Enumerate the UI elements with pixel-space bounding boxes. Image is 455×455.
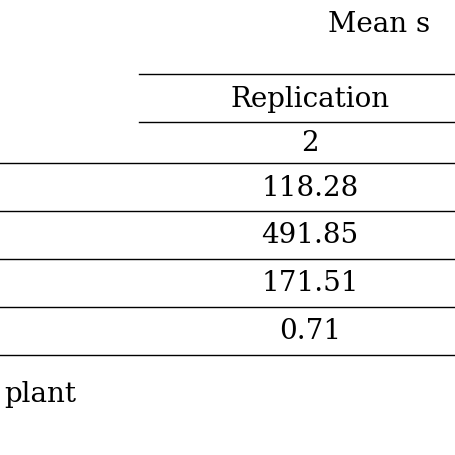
- Text: 491.85: 491.85: [261, 222, 358, 249]
- Text: 0.71: 0.71: [278, 318, 340, 344]
- Text: plant: plant: [5, 380, 76, 407]
- Text: 2: 2: [301, 130, 318, 157]
- Text: 118.28: 118.28: [261, 174, 358, 201]
- Text: Mean s: Mean s: [328, 11, 430, 38]
- Text: Replication: Replication: [230, 86, 389, 112]
- Text: 171.51: 171.51: [261, 270, 358, 297]
